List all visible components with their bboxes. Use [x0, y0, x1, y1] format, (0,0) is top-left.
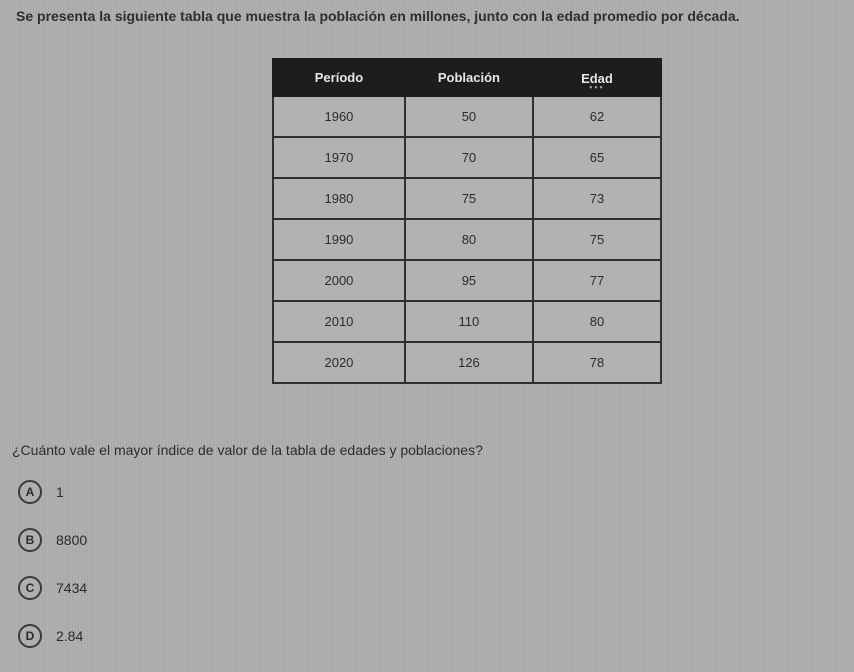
option-letter: A	[18, 480, 42, 504]
table-row: 1970 70 65	[273, 137, 661, 178]
cell-edad: 62	[533, 96, 661, 137]
cell-poblacion: 70	[405, 137, 533, 178]
col-header-periodo: Período	[273, 59, 405, 96]
table-row: 1980 75 73	[273, 178, 661, 219]
cell-poblacion: 75	[405, 178, 533, 219]
option-letter: C	[18, 576, 42, 600]
question-text: ¿Cuánto vale el mayor índice de valor de…	[12, 442, 842, 458]
cell-edad: 73	[533, 178, 661, 219]
cell-edad: 75	[533, 219, 661, 260]
option-a[interactable]: A 1	[18, 480, 87, 504]
cell-poblacion: 110	[405, 301, 533, 342]
table-body: 1960 50 62 1970 70 65 1980 75 73 1990 80…	[273, 96, 661, 383]
cell-edad: 80	[533, 301, 661, 342]
option-label: 1	[56, 484, 64, 500]
cell-poblacion: 80	[405, 219, 533, 260]
option-letter: B	[18, 528, 42, 552]
cell-periodo: 1960	[273, 96, 405, 137]
table-row: 1960 50 62	[273, 96, 661, 137]
cell-periodo: 2020	[273, 342, 405, 383]
cell-edad: 77	[533, 260, 661, 301]
col-header-edad: Edad •••	[533, 59, 661, 96]
cell-periodo: 1990	[273, 219, 405, 260]
option-b[interactable]: B 8800	[18, 528, 87, 552]
option-label: 2.84	[56, 628, 83, 644]
col-header-poblacion: Población	[405, 59, 533, 96]
cell-edad: 65	[533, 137, 661, 178]
cell-periodo: 1970	[273, 137, 405, 178]
cell-poblacion: 126	[405, 342, 533, 383]
data-table-container: Período Población Edad ••• 1960 50 62 19…	[272, 58, 662, 384]
option-d[interactable]: D 2.84	[18, 624, 87, 648]
data-table: Período Población Edad ••• 1960 50 62 19…	[272, 58, 662, 384]
cell-periodo: 2000	[273, 260, 405, 301]
option-label: 7434	[56, 580, 87, 596]
table-row: 2010 110 80	[273, 301, 661, 342]
option-label: 8800	[56, 532, 87, 548]
cell-periodo: 1980	[273, 178, 405, 219]
cell-poblacion: 95	[405, 260, 533, 301]
cell-edad: 78	[533, 342, 661, 383]
intro-text: Se presenta la siguiente tabla que muest…	[16, 8, 844, 24]
option-c[interactable]: C 7434	[18, 576, 87, 600]
table-header-row: Período Población Edad •••	[273, 59, 661, 96]
table-row: 2020 126 78	[273, 342, 661, 383]
option-letter: D	[18, 624, 42, 648]
cell-poblacion: 50	[405, 96, 533, 137]
table-row: 2000 95 77	[273, 260, 661, 301]
options-list: A 1 B 8800 C 7434 D 2.84	[18, 480, 87, 672]
table-row: 1990 80 75	[273, 219, 661, 260]
cell-periodo: 2010	[273, 301, 405, 342]
